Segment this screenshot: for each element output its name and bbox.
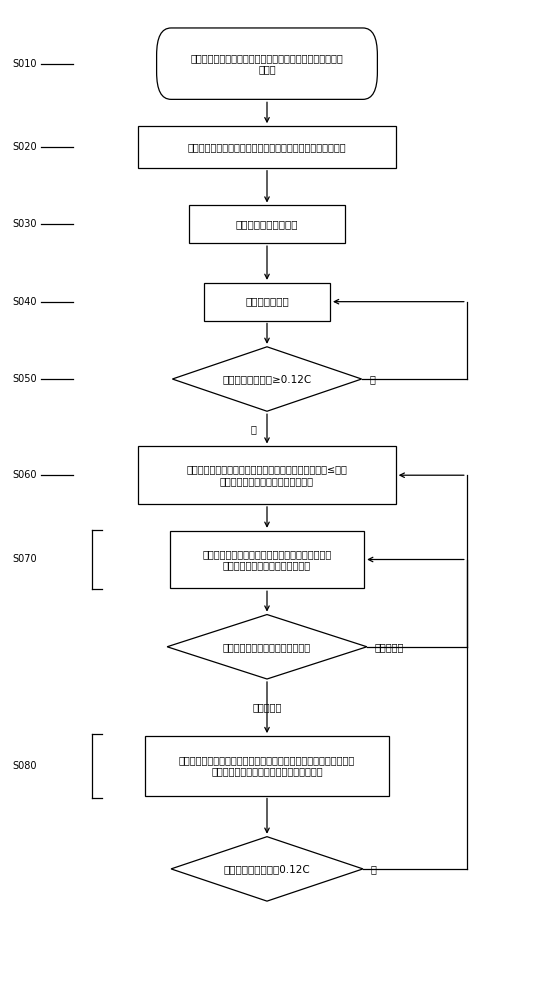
- Text: 满足启动条件下变频发电机组启动，通过开关电源对负载设
备供电: 满足启动条件下变频发电机组启动，通过开关电源对负载设 备供电: [191, 53, 343, 74]
- Bar: [170, 531, 364, 588]
- Text: 自适应升速: 自适应升速: [252, 703, 282, 713]
- Text: S020: S020: [13, 142, 37, 152]
- Polygon shape: [172, 347, 362, 411]
- Bar: [204, 283, 330, 321]
- Bar: [138, 446, 396, 504]
- Text: 变频发电机组转速升速: 变频发电机组转速升速: [235, 219, 299, 229]
- Text: 否: 否: [370, 374, 375, 384]
- Text: S070: S070: [13, 554, 37, 564]
- Bar: [138, 126, 396, 168]
- Text: S060: S060: [13, 470, 37, 480]
- Text: S030: S030: [13, 219, 37, 229]
- FancyBboxPatch shape: [156, 28, 378, 99]
- Text: 是: 是: [371, 864, 376, 874]
- Text: 开关电源限流恢复至0.12C: 开关电源限流恢复至0.12C: [224, 864, 310, 874]
- Text: S080: S080: [13, 761, 37, 771]
- Text: S010: S010: [13, 59, 37, 69]
- Text: 是: 是: [251, 424, 257, 434]
- Text: 开关电源充电电流≥0.12C: 开关电源充电电流≥0.12C: [222, 374, 312, 384]
- Polygon shape: [167, 615, 367, 679]
- Text: 变频发电机组进行自适应升速，开关电源进行限流，使变频发电机组
转速回升至保存值，并对升速斜率进行调整: 变频发电机组进行自适应升速，开关电源进行限流，使变频发电机组 转速回升至保存值，…: [179, 755, 355, 777]
- Text: 进行自适应升速或进行自适应降速: 进行自适应升速或进行自适应降速: [223, 642, 311, 652]
- Text: 开关电源软启动: 开关电源软启动: [245, 297, 289, 307]
- Bar: [190, 205, 344, 243]
- Text: 变频发电机组进行自适应降速，保存开关电源充电电流≤第二
阀值时的变频发电机组转速为保存值: 变频发电机组进行自适应降速，保存开关电源充电电流≤第二 阀值时的变频发电机组转速…: [186, 464, 348, 486]
- Text: S050: S050: [13, 374, 37, 384]
- Text: 变频发电机组进行转速补偿，监测开关电源充电电
流、负载功率、变频发电机组转速: 变频发电机组进行转速补偿，监测开关电源充电电 流、负载功率、变频发电机组转速: [202, 549, 332, 570]
- Polygon shape: [171, 837, 363, 901]
- Text: S040: S040: [13, 297, 37, 307]
- Text: 自适应降速: 自适应降速: [375, 642, 404, 652]
- Text: 变频发电机组开始转速自适应调整以使转速适应负载设备功率: 变频发电机组开始转速自适应调整以使转速适应负载设备功率: [187, 142, 347, 152]
- Bar: [145, 736, 389, 796]
